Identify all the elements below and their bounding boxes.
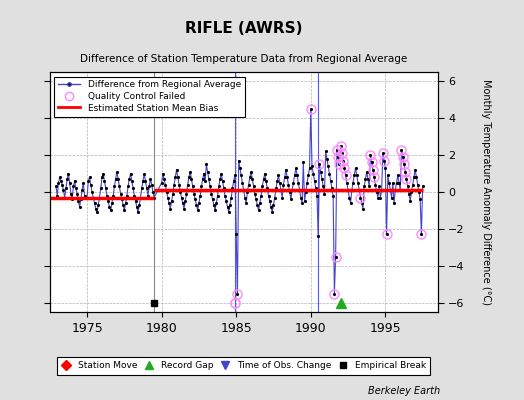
Text: Difference of Station Temperature Data from Regional Average: Difference of Station Temperature Data f… xyxy=(80,54,407,64)
Text: RIFLE (AWRS): RIFLE (AWRS) xyxy=(185,21,302,36)
Y-axis label: Monthly Temperature Anomaly Difference (°C): Monthly Temperature Anomaly Difference (… xyxy=(481,79,491,305)
Legend: Station Move, Record Gap, Time of Obs. Change, Empirical Break: Station Move, Record Gap, Time of Obs. C… xyxy=(57,357,430,375)
Text: Berkeley Earth: Berkeley Earth xyxy=(368,386,440,396)
